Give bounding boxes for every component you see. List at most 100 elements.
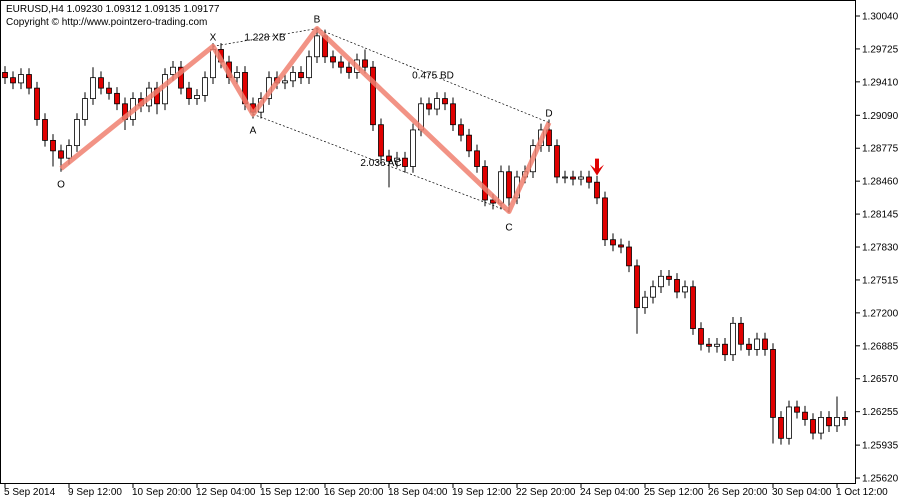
- pattern-guide: [316, 28, 550, 123]
- candle-body: [26, 74, 32, 89]
- candle-body: [554, 145, 560, 178]
- x-tick-label: 22 Sep 20:00: [516, 487, 576, 498]
- candle-body: [482, 166, 488, 201]
- candle-body: [674, 279, 680, 293]
- candle-body: [98, 77, 104, 89]
- candle-body: [458, 124, 464, 136]
- candle-body: [282, 80, 288, 84]
- candle-body: [610, 239, 616, 246]
- candle-body: [314, 35, 320, 58]
- y-tick-label: 1.28775: [862, 144, 899, 155]
- pattern-point-label: C: [505, 222, 512, 233]
- candle-body: [58, 150, 64, 159]
- candle-body: [2, 72, 8, 79]
- candle-body: [298, 72, 304, 79]
- x-tick-label: 26 Sep 20:00: [708, 487, 768, 498]
- candle-body: [778, 417, 784, 439]
- candle-body: [578, 176, 584, 180]
- candle-body: [290, 72, 296, 82]
- x-tick-label: 1 Oct 12:00: [836, 487, 888, 498]
- candle-body: [10, 77, 16, 84]
- candle-body: [474, 150, 480, 167]
- y-tick-label: 1.26885: [862, 341, 899, 352]
- candle-body: [410, 129, 416, 167]
- candle-body: [66, 145, 72, 159]
- candle-body: [690, 286, 696, 329]
- candle-body: [434, 98, 440, 110]
- candle-body: [234, 72, 240, 79]
- y-tick-label: 1.26255: [862, 407, 899, 418]
- candle-body: [74, 119, 80, 147]
- candle-body: [586, 176, 592, 183]
- candle-body: [730, 322, 736, 356]
- y-tick-label: 1.30040: [862, 11, 899, 22]
- candle-body: [370, 66, 376, 126]
- candle-body: [746, 343, 752, 350]
- candle-body: [770, 349, 776, 418]
- x-tick-label: 19 Sep 12:00: [452, 487, 512, 498]
- pattern-point-label: B: [314, 15, 321, 26]
- candle-body: [34, 87, 40, 120]
- candle-body: [106, 87, 112, 94]
- candle-body: [506, 171, 512, 199]
- candle-body: [378, 124, 384, 157]
- candle-body: [706, 343, 712, 347]
- candle-body: [466, 134, 472, 152]
- y-tick-label: 1.25935: [862, 441, 899, 452]
- y-tick-label: 1.28460: [862, 177, 899, 188]
- candle-body: [90, 77, 96, 99]
- candle-body: [186, 87, 192, 99]
- candle-body: [626, 246, 632, 267]
- candle-body: [194, 95, 200, 99]
- candle-body: [562, 176, 568, 179]
- candle-body: [546, 129, 552, 147]
- y-tick-label: 1.29090: [862, 111, 899, 122]
- candle-body: [810, 419, 816, 434]
- pattern-guide: [212, 28, 318, 47]
- plot-frame: [0, 0, 856, 484]
- candle-body: [338, 61, 344, 68]
- candle-body: [442, 98, 448, 105]
- candle-body: [82, 98, 88, 120]
- candle-body: [698, 328, 704, 345]
- candle-body: [570, 176, 576, 180]
- candle-body: [402, 157, 408, 167]
- candle-body: [658, 275, 664, 288]
- y-tick-label: 1.29410: [862, 77, 899, 88]
- candle-body: [826, 417, 832, 427]
- y-tick-label: 1.25620: [862, 474, 899, 485]
- candle-body: [834, 417, 840, 427]
- x-tick-label: 5 Sep 2014: [4, 487, 56, 498]
- candle-body: [178, 66, 184, 89]
- candle-body: [650, 286, 656, 298]
- candle-body: [754, 338, 760, 350]
- candle-body: [202, 77, 208, 96]
- candle-body: [330, 56, 336, 63]
- candle-body: [426, 103, 432, 110]
- candle-body: [738, 322, 744, 345]
- y-tick-label: 1.27515: [862, 275, 899, 286]
- candle-body: [634, 265, 640, 309]
- pattern-point-label: A: [250, 125, 257, 136]
- candle-body: [714, 343, 720, 347]
- pattern-line: [59, 26, 552, 214]
- x-tick-label: 12 Sep 04:00: [196, 487, 256, 498]
- x-tick-label: 16 Sep 20:00: [324, 487, 384, 498]
- chart-header: EURUSD,H4 1.09230 1.09312 1.09135 1.0917…: [6, 4, 220, 15]
- candle-body: [170, 66, 176, 75]
- candle-body: [450, 103, 456, 126]
- candle-body: [618, 244, 624, 248]
- y-tick-label: 1.27830: [862, 243, 899, 254]
- candle-body: [346, 66, 352, 73]
- candle-body: [722, 343, 728, 356]
- candle-body: [114, 92, 120, 105]
- candle-body: [18, 74, 24, 84]
- x-tick-label: 24 Sep 04:00: [580, 487, 640, 498]
- candle-body: [602, 197, 608, 241]
- candle-body: [682, 286, 688, 293]
- candle-body: [666, 275, 672, 280]
- candle-body: [394, 157, 400, 162]
- ratio-label: 1.228 XB: [244, 32, 285, 43]
- candle-body: [386, 155, 392, 162]
